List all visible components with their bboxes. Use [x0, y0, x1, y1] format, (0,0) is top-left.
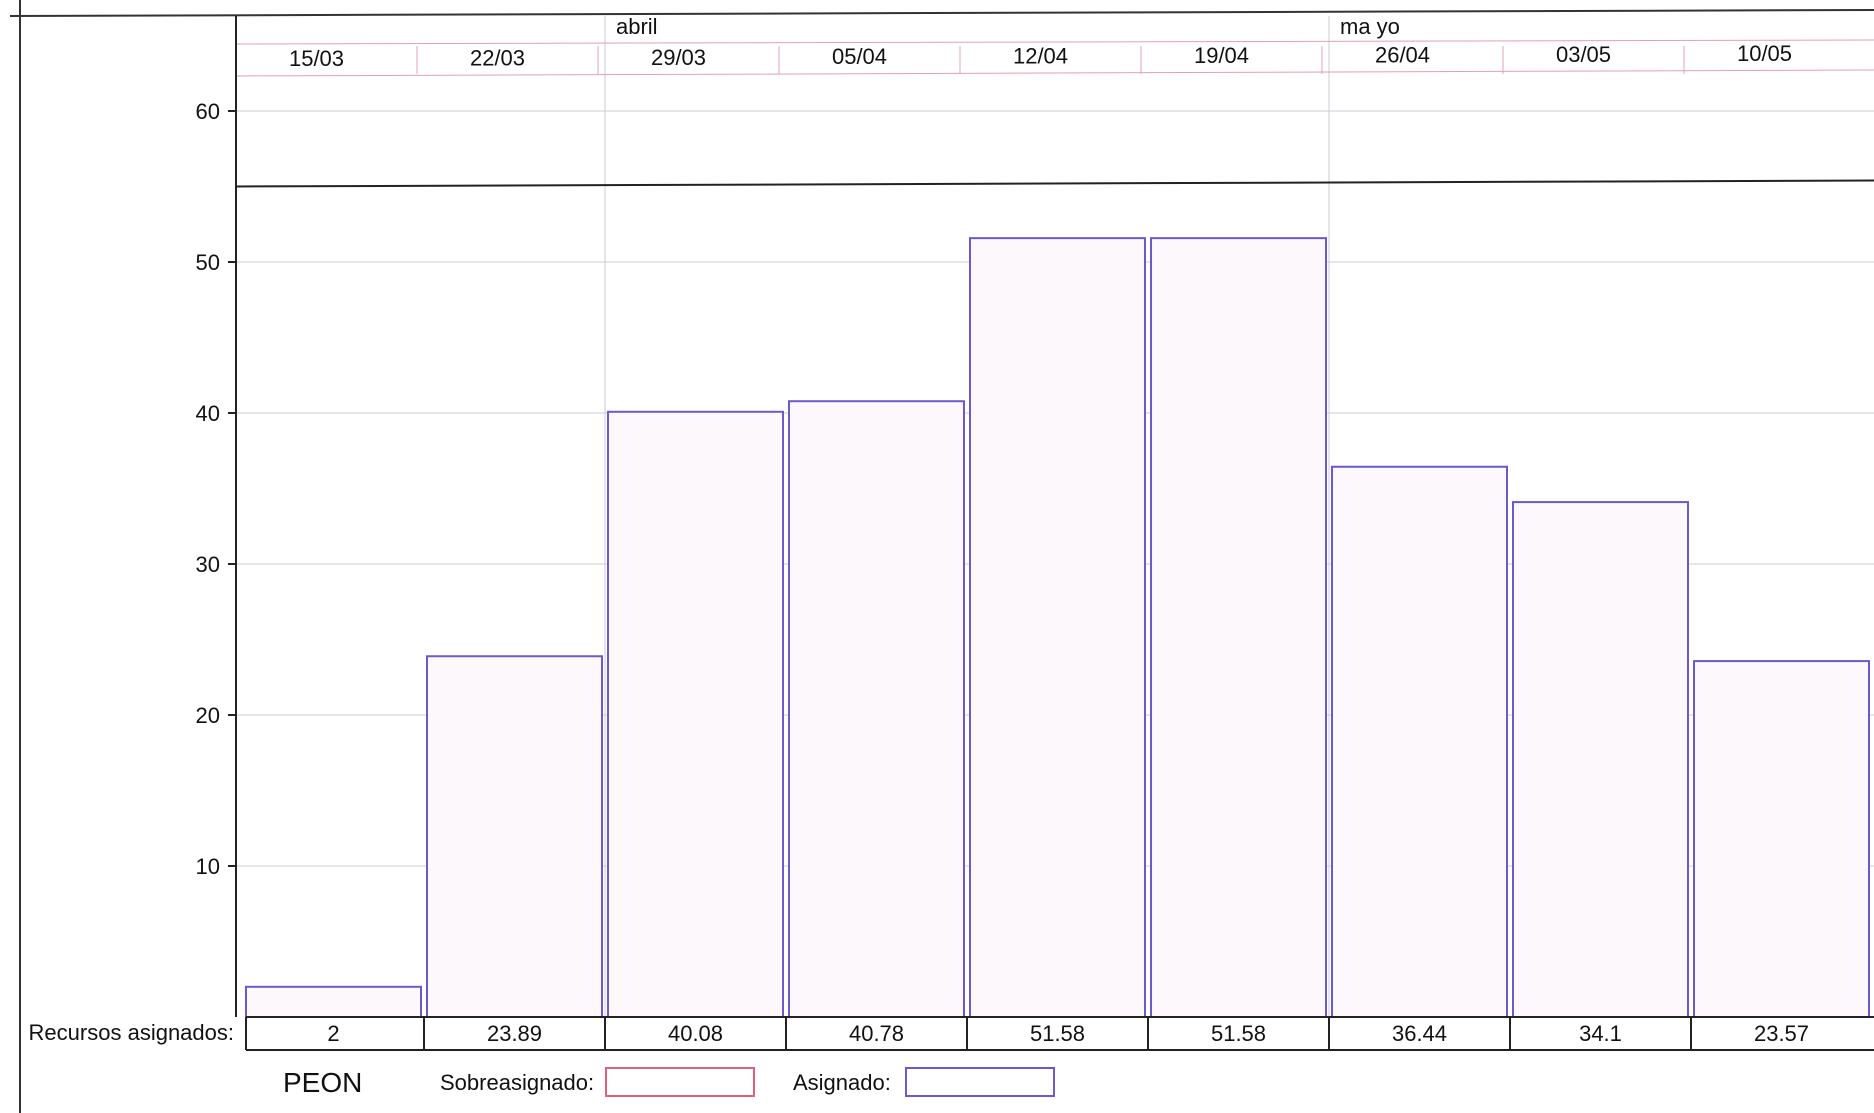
week-label-4: 12/04 — [1013, 44, 1068, 69]
resource-name: PEON — [283, 1067, 362, 1098]
bar-29/03 — [607, 410, 784, 1018]
week-label-8: 10/05 — [1737, 41, 1792, 66]
bar-10/05 — [1693, 660, 1870, 1019]
legend-label-asignado: Asignado: — [793, 1070, 891, 1095]
bar-15/03 — [245, 985, 422, 1018]
header-divider — [235, 39, 1874, 45]
week-label-3: 05/04 — [832, 44, 887, 69]
week-label-2: 29/03 — [651, 45, 706, 70]
y-tick-label-50: 50 — [196, 250, 220, 275]
bars-series-asignado — [245, 237, 1870, 1019]
bar-22/03 — [426, 655, 603, 1018]
week-label-1: 22/03 — [470, 45, 525, 70]
bar-03/05 — [1512, 501, 1689, 1018]
value-label-22/03: 23.89 — [487, 1021, 542, 1046]
value-label-12/04: 51.58 — [1030, 1021, 1085, 1046]
value-label-26/04: 36.44 — [1392, 1021, 1447, 1046]
header-bottom-line — [235, 69, 1874, 77]
value-label-15/03: 2 — [327, 1021, 339, 1046]
bar-05/04 — [788, 400, 965, 1018]
y-tick-label-40: 40 — [196, 401, 220, 426]
frame-top-border — [9, 9, 1874, 17]
month-label-0: abril — [616, 14, 658, 39]
week-label-5: 19/04 — [1194, 43, 1249, 68]
y-axis: 10 20 30 40 50 60 — [196, 16, 237, 1017]
y-tick-label-10: 10 — [196, 854, 220, 879]
legend-label-sobreasignado: Sobreasignado: — [440, 1070, 594, 1095]
legend-swatch-sobreasignado — [605, 1067, 755, 1097]
y-tick-label-30: 30 — [196, 552, 220, 577]
y-tick-label-20: 20 — [196, 703, 220, 728]
value-label-05/04: 40.78 — [849, 1021, 904, 1046]
value-label-29/03: 40.08 — [668, 1021, 723, 1046]
week-label-6: 26/04 — [1375, 42, 1430, 67]
bar-12/04 — [969, 237, 1146, 1018]
week-label-0: 15/03 — [289, 46, 344, 71]
bar-19/04 — [1150, 237, 1327, 1018]
row-label: Recursos asignados: — [29, 1020, 234, 1045]
bar-26/04 — [1331, 465, 1508, 1019]
month-label-1: ma yo — [1340, 14, 1400, 39]
value-label-03/05: 34.1 — [1579, 1021, 1622, 1046]
timescale-header: abril ma yo 15/03 22/03 29/03 05/04 12/04 19/04… — [235, 14, 1874, 77]
value-label-10/05: 23.57 — [1754, 1021, 1809, 1046]
legend: PEON Sobreasignado: Asignado: — [283, 1067, 1055, 1098]
assigned-resources-row: Recursos asignados: 2 23.89 40.08 40.78 51.58… — [29, 1016, 1874, 1051]
legend-swatch-asignado — [905, 1067, 1055, 1097]
max-units-line — [235, 179, 1874, 188]
week-label-7: 03/05 — [1556, 42, 1611, 67]
y-tick-label-60: 60 — [196, 99, 220, 124]
value-label-19/04: 51.58 — [1211, 1021, 1266, 1046]
